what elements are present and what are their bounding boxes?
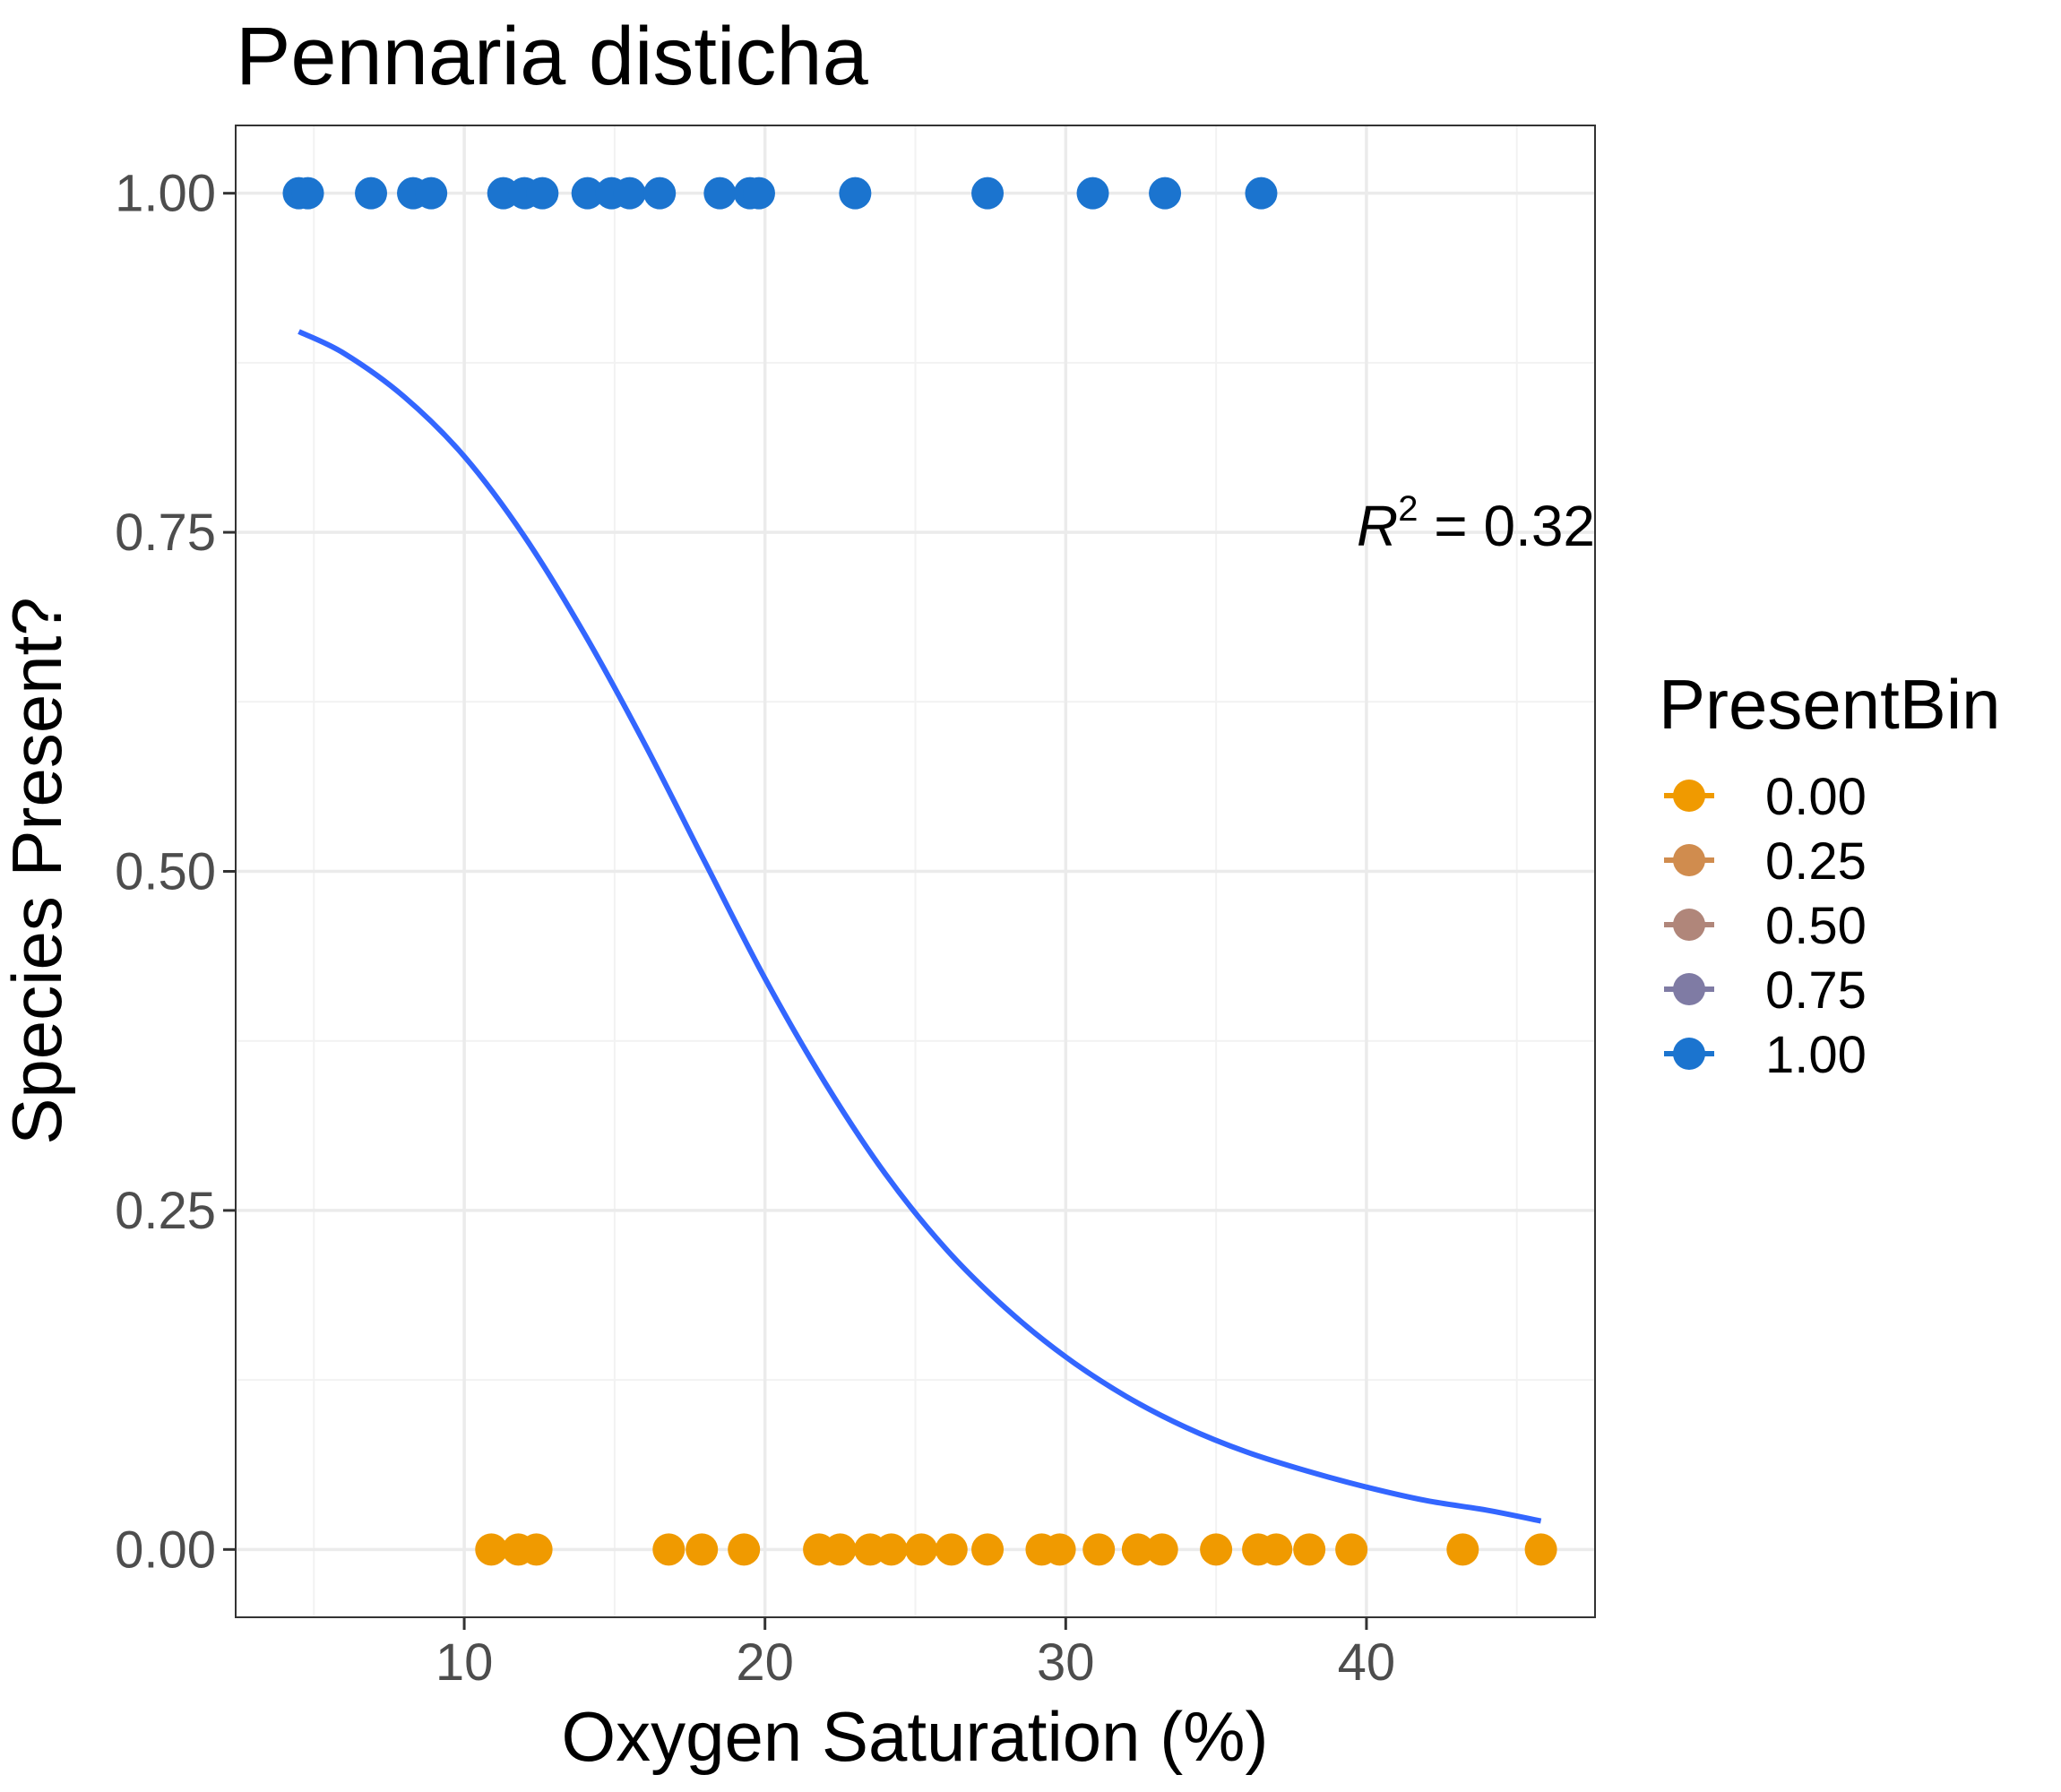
r-squared-symbol: R: [1357, 494, 1398, 558]
fit-layer: [298, 329, 1542, 1524]
data-point-absent: [1260, 1533, 1293, 1566]
y-tick-label: 1.00: [115, 165, 216, 223]
y-tick-label: 0.00: [115, 1521, 216, 1579]
data-point-absent: [1524, 1533, 1557, 1566]
legend-entry: 0.50: [1664, 897, 1867, 955]
legend-entry-label: 0.75: [1765, 961, 1867, 1020]
legend-entry: 0.75: [1664, 961, 1867, 1020]
data-point-absent: [1446, 1533, 1479, 1566]
x-axis-title: Oxygen Saturation (%): [561, 1697, 1268, 1776]
y-axis: 0.00 0.25 0.50 0.75 1.00: [115, 165, 236, 1579]
y-tick-label: 0.50: [115, 843, 216, 901]
data-point-absent: [905, 1533, 938, 1566]
x-axis: 10 20 30 40: [435, 1617, 1395, 1692]
data-point-present: [1245, 177, 1278, 210]
data-point-present: [1149, 177, 1182, 210]
legend-key-point: [1673, 909, 1705, 941]
legend-key-point: [1673, 780, 1705, 812]
data-point-present: [526, 177, 559, 210]
data-point-present: [415, 177, 448, 210]
data-point-present: [291, 177, 324, 210]
points-layer: [282, 177, 1557, 1566]
x-tick-label: 20: [736, 1633, 794, 1692]
data-point-absent: [875, 1533, 908, 1566]
data-point-absent: [520, 1533, 553, 1566]
legend-key-point: [1673, 844, 1705, 876]
data-point-absent: [1043, 1533, 1076, 1566]
legend-entry-label: 0.25: [1765, 832, 1867, 891]
legend-entry: 0.00: [1664, 768, 1867, 826]
data-point-absent: [1335, 1533, 1368, 1566]
data-point-present: [742, 177, 775, 210]
data-point-present: [643, 177, 677, 210]
data-point-absent: [686, 1533, 719, 1566]
data-point-present: [1076, 177, 1109, 210]
legend-key-point: [1673, 973, 1705, 1005]
chart-title: Pennaria disticha: [236, 11, 869, 102]
data-point-absent: [1145, 1533, 1178, 1566]
data-point-absent: [475, 1533, 508, 1566]
x-tick-label: 40: [1338, 1633, 1396, 1692]
data-point-present: [613, 177, 646, 210]
data-point-absent: [824, 1533, 857, 1566]
data-point-absent: [1200, 1533, 1233, 1566]
data-point-absent: [728, 1533, 761, 1566]
x-tick-label: 30: [1037, 1633, 1095, 1692]
r-squared-value: = 0.32: [1419, 494, 1596, 558]
logistic-fit-line: [298, 329, 1542, 1524]
data-point-absent: [935, 1533, 968, 1566]
legend-entry-label: 0.00: [1765, 768, 1867, 826]
data-point-absent: [1082, 1533, 1116, 1566]
legend-key-point: [1673, 1038, 1705, 1070]
data-point-present: [355, 177, 388, 210]
data-point-present: [571, 177, 604, 210]
data-point-absent: [1293, 1533, 1326, 1566]
y-axis-title: Species Present?: [0, 597, 76, 1144]
legend-entry-label: 0.50: [1765, 897, 1867, 955]
y-tick-label: 0.75: [115, 504, 216, 562]
legend-entry: 0.25: [1664, 832, 1867, 891]
data-point-absent: [652, 1533, 686, 1566]
data-point-absent: [1121, 1533, 1154, 1566]
data-point-present: [971, 177, 1005, 210]
x-tick-label: 10: [435, 1633, 494, 1692]
legend-entry: 1.00: [1664, 1026, 1867, 1084]
data-point-present: [839, 177, 872, 210]
data-point-present: [703, 177, 737, 210]
data-point-absent: [971, 1533, 1005, 1566]
r-squared-annotation: R2 = 0.32: [1357, 489, 1595, 558]
legend-title: PresentBin: [1659, 665, 2001, 744]
y-tick-label: 0.25: [115, 1182, 216, 1240]
legend-entry-label: 1.00: [1765, 1026, 1867, 1084]
legend: PresentBin 0.00 0.25 0.50 0.75 1.00: [1659, 665, 2001, 1084]
r-squared-superscript: 2: [1398, 489, 1418, 529]
